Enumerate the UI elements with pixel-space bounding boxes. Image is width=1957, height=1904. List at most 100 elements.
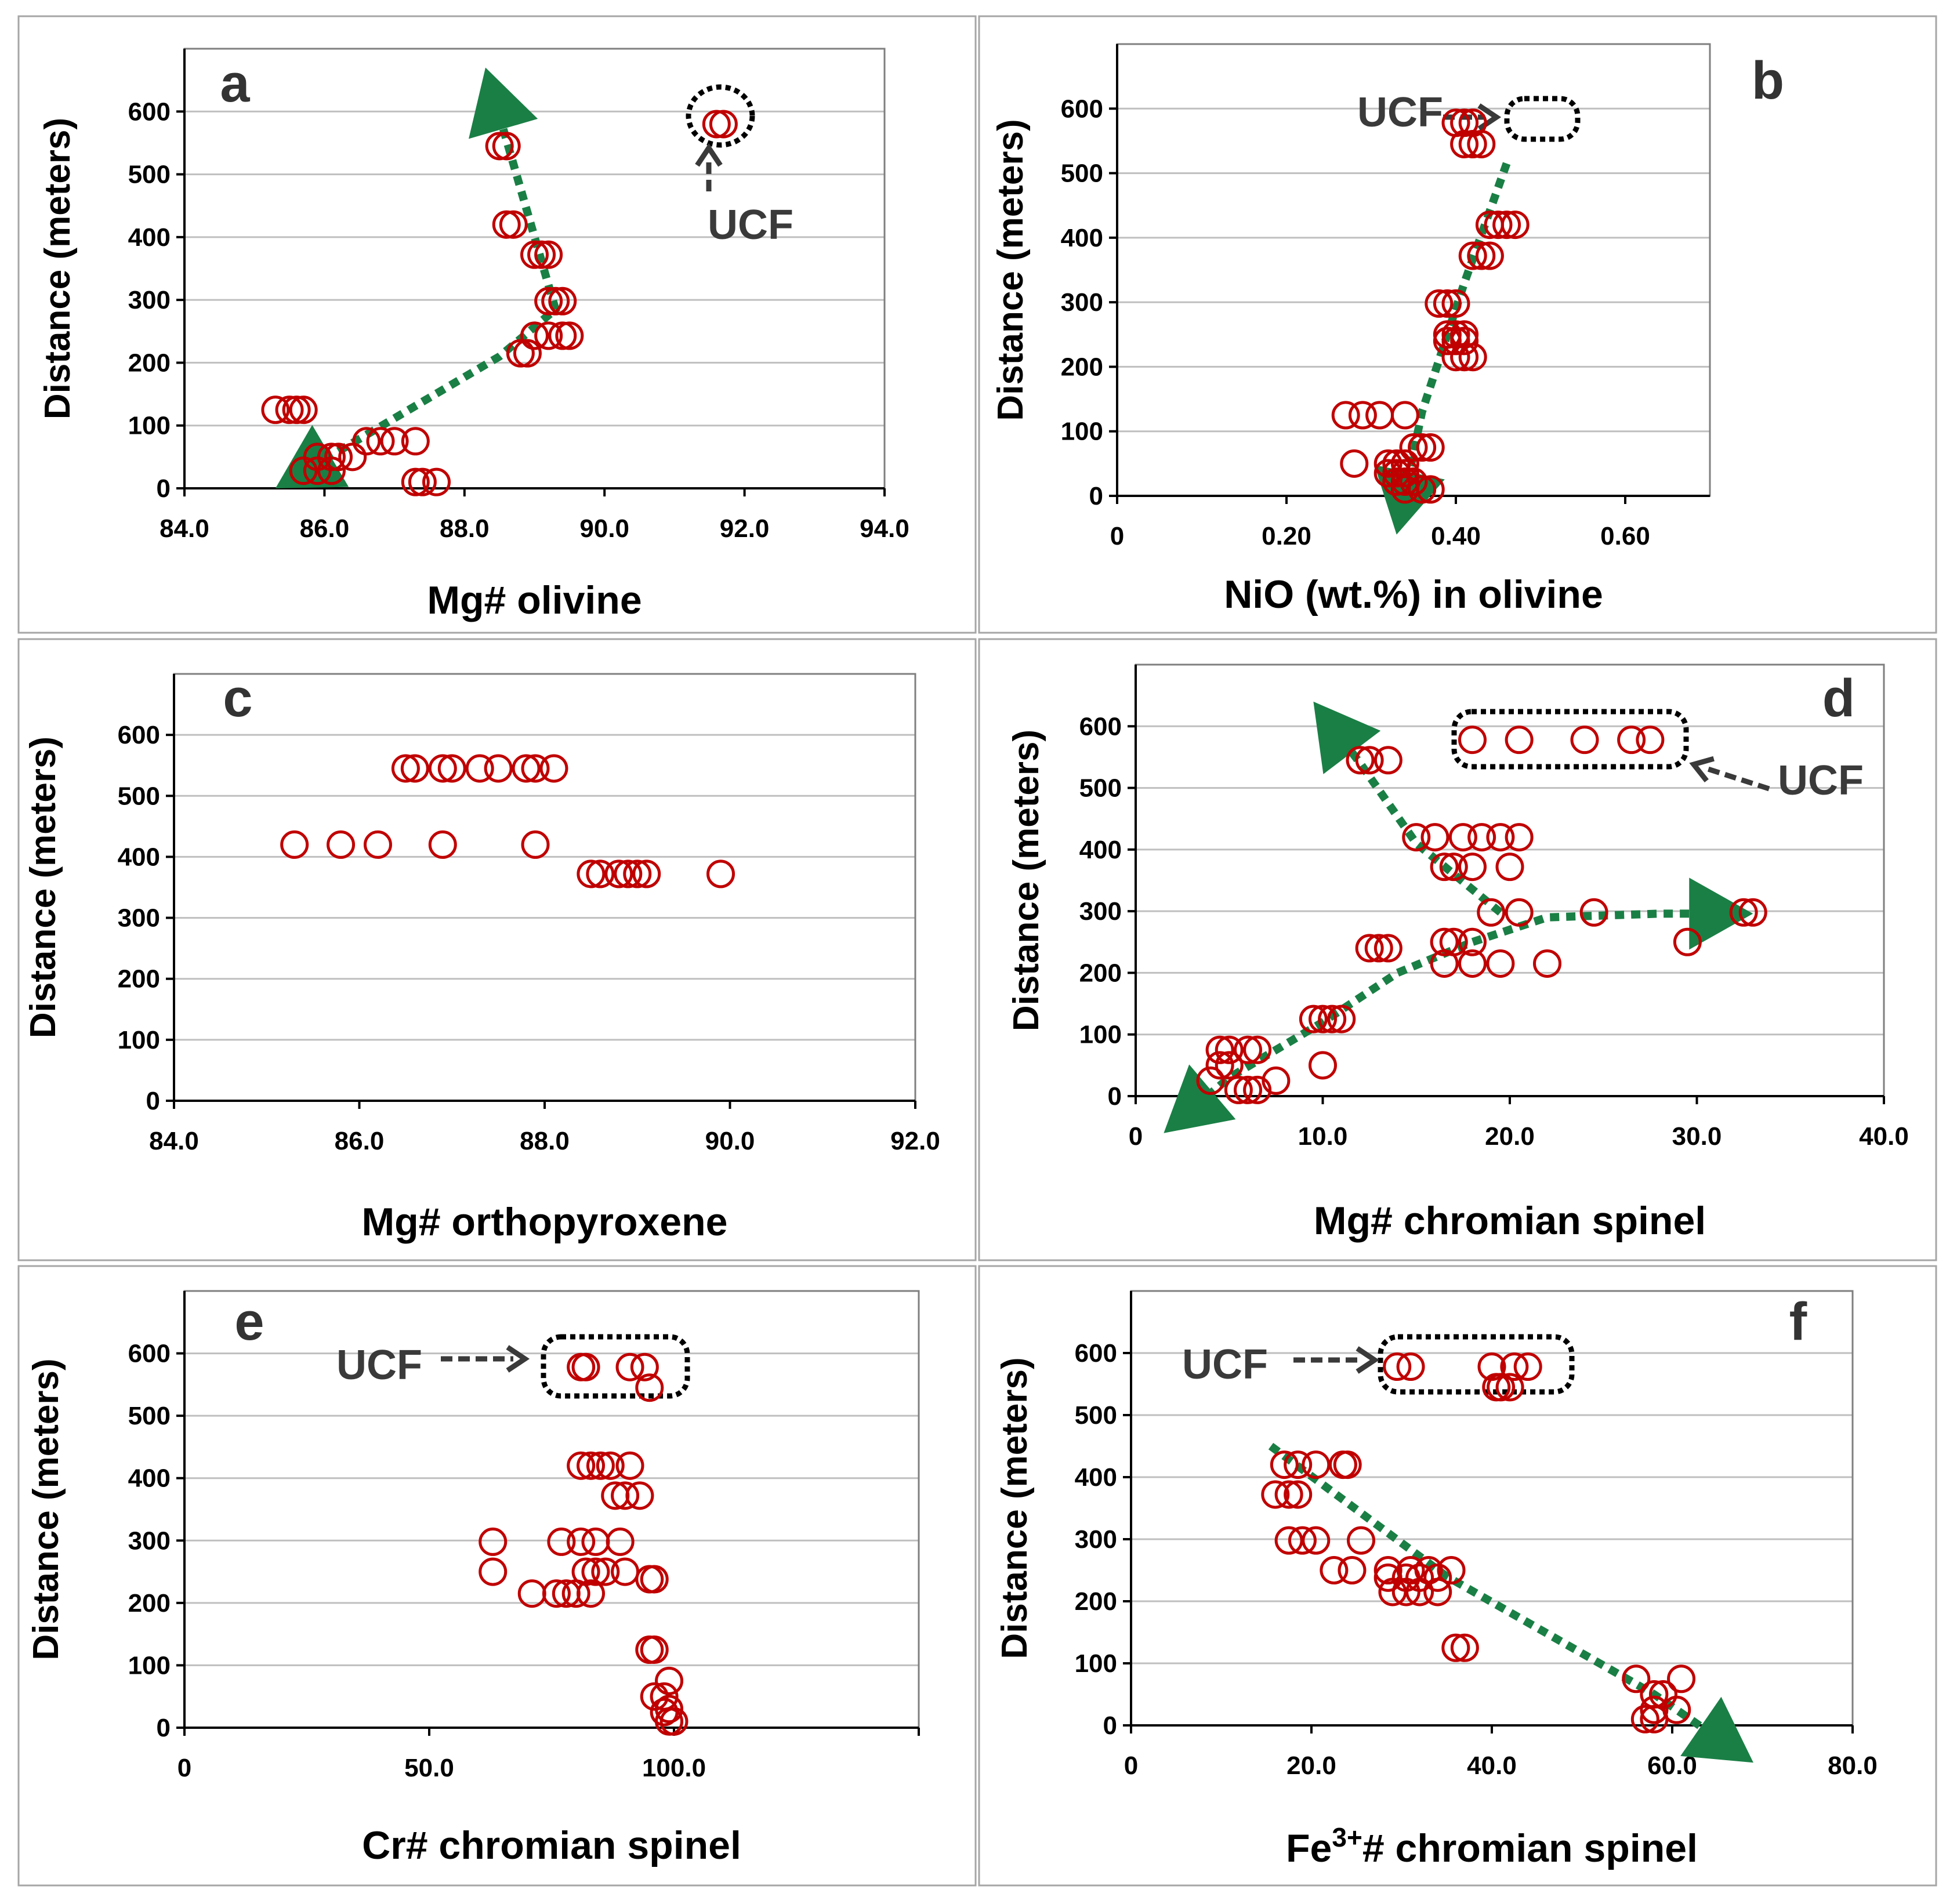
y-tick-label: 300: [128, 286, 171, 314]
y-tick-label: 100: [128, 1651, 171, 1680]
trend-arrowhead: [1689, 877, 1753, 950]
data-point: [1667, 1664, 1696, 1693]
data-point: [289, 456, 318, 485]
panel-e: 0 100 200 300 400 500 600 0 50.0 100.0 Cr# chromia…: [17, 1265, 977, 1887]
data-point: [401, 427, 430, 456]
ucf-outline: [686, 84, 755, 148]
data-point: [577, 1451, 606, 1480]
x-axis-label: Cr# chromian spinel: [362, 1823, 741, 1867]
data-point: [289, 396, 318, 425]
data-point: [1391, 1577, 1420, 1606]
x-tick-label: 92.0: [720, 514, 770, 543]
trend-arrowhead: [469, 67, 538, 139]
data-point: [1513, 1352, 1542, 1381]
y-tick-label: 600: [1075, 1339, 1117, 1368]
data-point: [1467, 241, 1496, 270]
data-point: [1234, 1075, 1262, 1104]
data-point: [1347, 1526, 1376, 1555]
ucf-outline: [541, 1334, 690, 1399]
ucf-arrow: [1704, 765, 1770, 792]
data-point: [640, 1565, 669, 1594]
data-point: [1288, 1526, 1317, 1555]
y-tick-label: 100: [1079, 1021, 1122, 1049]
data-point: [1373, 1563, 1402, 1592]
data-point: [1224, 1075, 1253, 1104]
data-point: [1501, 211, 1530, 240]
data-point: [1355, 746, 1384, 775]
trend-line: [1192, 909, 1713, 1110]
data-point: [539, 754, 568, 783]
data-point: [492, 132, 521, 161]
data-point: [1262, 1066, 1291, 1095]
data-point: [1441, 1633, 1470, 1662]
data-point: [555, 321, 584, 350]
data-point: [1355, 934, 1384, 963]
data-point: [1402, 823, 1431, 852]
data-point: [1622, 1664, 1651, 1693]
data-point: [1430, 927, 1459, 956]
data-point: [1331, 401, 1360, 430]
data-point: [428, 754, 457, 783]
y-tick-label: 200: [1075, 1587, 1117, 1616]
data-point: [577, 1579, 606, 1608]
panel-d: 0 100 200 300 400 500 600 0 10.0 20.0 30.0 40.0 Mg# …: [978, 638, 1937, 1261]
data-point: [366, 427, 395, 456]
data-point: [512, 754, 541, 783]
data-point: [541, 286, 570, 315]
data-point: [586, 859, 615, 888]
ucf-label: UCF: [708, 202, 793, 248]
y-tick-label: 400: [1079, 836, 1122, 864]
data-point: [1448, 823, 1477, 852]
data-point: [1274, 1526, 1303, 1555]
data-point: [577, 859, 606, 888]
data-point: [615, 1451, 644, 1480]
panel-b: 0 100 200 300 400 500 600 0 0.20 0.40 0.60 NiO (wt.…: [978, 15, 1937, 634]
ucf-arrowhead: [506, 1345, 530, 1373]
data-point: [611, 1481, 640, 1510]
data-point: [1382, 459, 1411, 488]
data-point: [534, 321, 563, 350]
data-point: [1382, 467, 1411, 496]
panel-letter: a: [220, 54, 250, 113]
data-point: [1467, 823, 1496, 852]
x-tick-label: 0: [1110, 522, 1124, 550]
data-point: [506, 339, 535, 368]
data-point: [1450, 129, 1479, 158]
data-point: [1299, 1004, 1328, 1033]
data-point: [484, 754, 513, 783]
x-tick-label: 86.0: [335, 1127, 385, 1155]
data-point: [586, 1451, 615, 1480]
panel-border: [978, 638, 1937, 1261]
data-point: [1416, 475, 1445, 504]
panel-c: 0 100 200 300 400 500 600 84.0 86.0 88.0 90.0 92.0 M…: [17, 638, 977, 1261]
x-axis-label: Mg# chromian spinel: [1314, 1199, 1706, 1243]
y-tick-label: 300: [128, 1526, 171, 1555]
data-point: [709, 110, 738, 139]
y-axis-label: Distance (meters): [26, 1358, 66, 1660]
data-point: [1458, 241, 1487, 270]
data-point: [625, 1481, 654, 1510]
data-point: [275, 396, 304, 425]
data-point: [391, 754, 420, 783]
data-point: [380, 427, 409, 456]
data-point: [1338, 1556, 1367, 1584]
data-point: [1399, 433, 1428, 462]
y-tick-label: 200: [1079, 959, 1122, 987]
data-point: [521, 754, 550, 783]
data-point: [1243, 1035, 1272, 1064]
data-point: [1477, 898, 1506, 927]
panel-border: [17, 1265, 977, 1887]
x-tick-label: 92.0: [890, 1127, 940, 1155]
data-point: [615, 1352, 644, 1381]
trend-arrowhead: [1313, 701, 1381, 774]
data-point: [520, 240, 549, 269]
y-tick-label: 100: [118, 1026, 160, 1054]
data-point: [317, 456, 346, 485]
data-point: [1441, 327, 1470, 356]
data-point: [499, 210, 528, 239]
x-tick-label: 88.0: [440, 514, 490, 543]
y-tick-label: 200: [118, 965, 160, 993]
ucf-arrowhead: [1689, 756, 1715, 783]
data-point: [1533, 949, 1561, 978]
data-point: [1396, 1352, 1425, 1381]
